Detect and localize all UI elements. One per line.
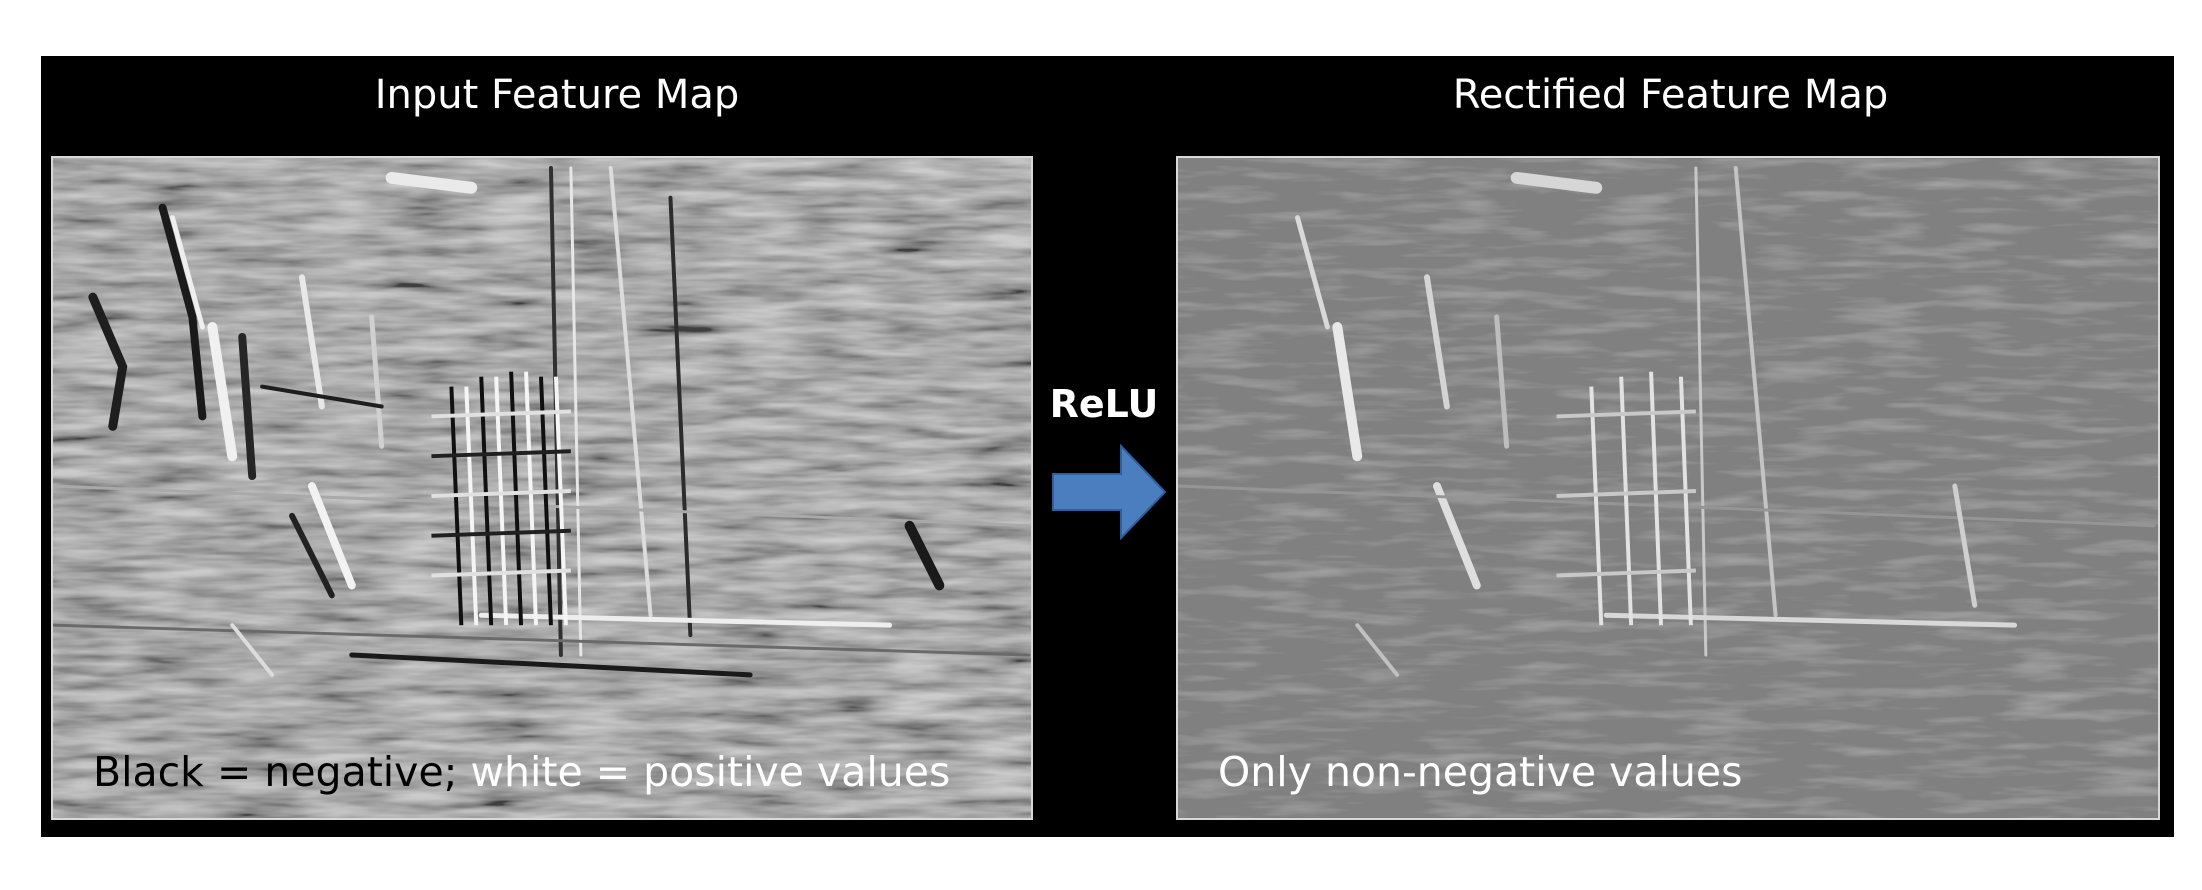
relu-label: ReLU (1049, 382, 1159, 426)
caption-positive-text: white = positive values (457, 748, 951, 796)
input-feature-map-texture (53, 158, 1031, 818)
input-feature-map-title: Input Feature Map (374, 72, 740, 118)
rectified-feature-map-image: Only non-negative values (1176, 156, 2160, 820)
caption-negative-text: Black = negative; (93, 748, 458, 796)
rectified-feature-map-title: Rectified Feature Map (1452, 72, 1889, 118)
input-feature-map-image: Black = negative; white = positive value… (51, 156, 1033, 820)
figure-panel: Input Feature Map Rectified Feature Map (41, 56, 2174, 837)
rectified-feature-map-texture (1178, 158, 2158, 818)
input-map-caption: Black = negative; white = positive value… (93, 748, 950, 796)
right-arrow-icon (1052, 444, 1167, 540)
rectified-map-caption: Only non-negative values (1218, 748, 1743, 796)
